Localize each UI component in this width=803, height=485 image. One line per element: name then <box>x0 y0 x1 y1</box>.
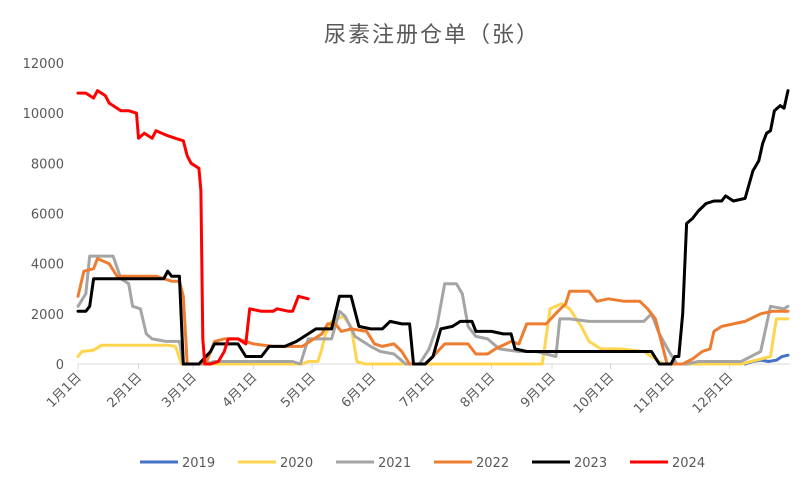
x-tick-label: 5月1日 <box>278 370 319 411</box>
x-axis: 1月1日 2月1日 3月1日 4月1日 5月1日 6月1日 7月1日 8月1日 9月1日 10月1… <box>44 364 736 417</box>
legend-label: 2020 <box>280 456 313 471</box>
legend: 2019 2020 2021 2022 2023 2024 <box>140 456 705 471</box>
legend-label: 2023 <box>574 456 607 471</box>
series-layer <box>76 89 790 366</box>
y-tick-label: 6000 <box>31 208 64 223</box>
x-tick-label: 2月1日 <box>105 370 146 411</box>
x-tick-label: 1月1日 <box>44 370 85 411</box>
legend-label: 2022 <box>476 456 509 471</box>
x-tick-label: 10月1日 <box>571 370 618 417</box>
x-tick-label: 7月1日 <box>397 370 438 411</box>
y-tick-label: 12000 <box>23 57 64 72</box>
series-line-2024 <box>76 89 310 366</box>
legend-label: 2019 <box>182 456 215 471</box>
y-axis: 0 2000 4000 6000 8000 10000 12000 <box>23 57 64 373</box>
x-tick-label: 4月1日 <box>220 370 261 411</box>
x-tick-label: 3月1日 <box>159 370 200 411</box>
series-line-2023 <box>76 89 790 366</box>
y-tick-label: 2000 <box>31 308 64 323</box>
legend-label: 2024 <box>672 456 705 471</box>
y-tick-label: 8000 <box>31 157 64 172</box>
x-tick-label: 9月1日 <box>518 370 559 411</box>
x-tick-label: 6月1日 <box>339 370 380 411</box>
y-tick-label: 10000 <box>23 107 64 122</box>
x-tick-label: 11月1日 <box>631 370 678 417</box>
x-tick-label: 12月1日 <box>690 370 737 417</box>
y-tick-label: 0 <box>56 358 64 373</box>
chart-title: 尿素注册仓单（张） <box>324 23 540 48</box>
y-tick-label: 4000 <box>31 258 64 273</box>
legend-label: 2021 <box>378 456 411 471</box>
x-tick-label: 8月1日 <box>458 370 499 411</box>
